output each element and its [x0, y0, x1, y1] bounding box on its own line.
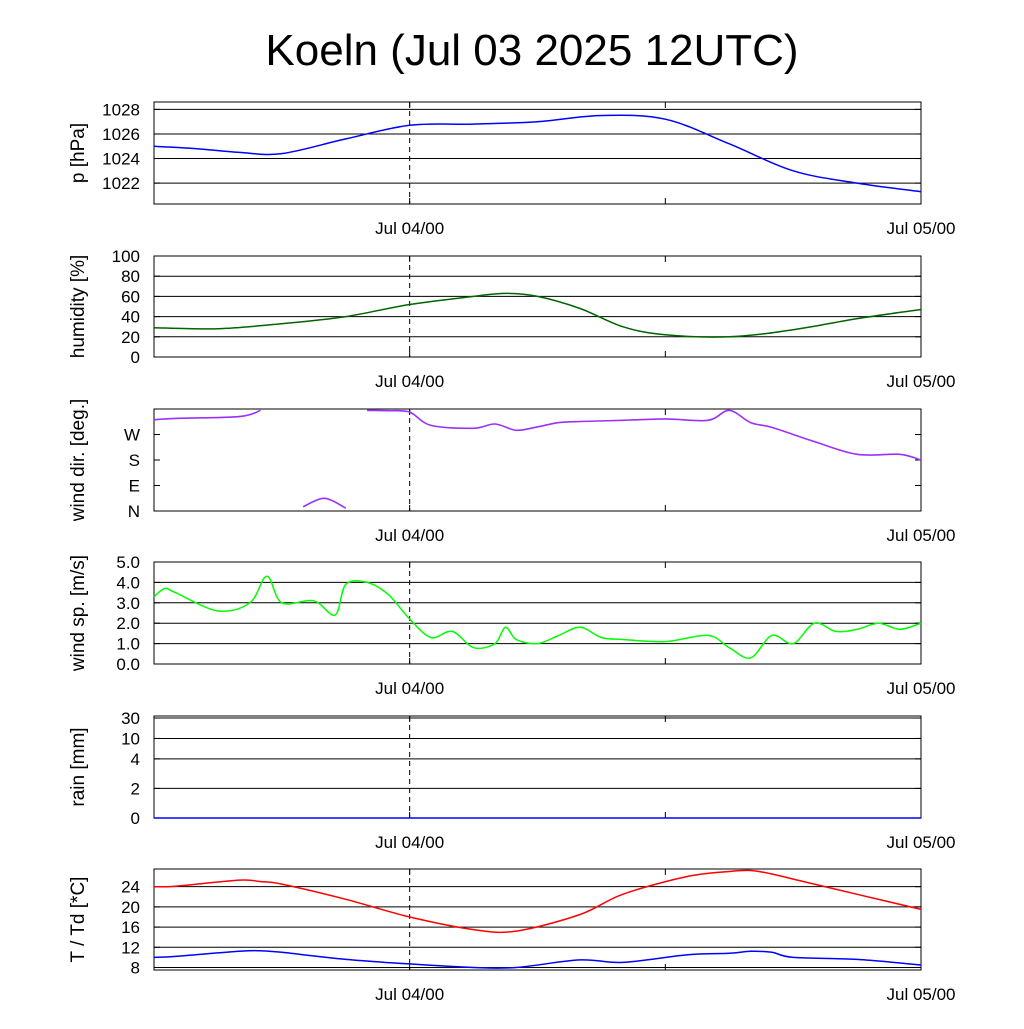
panel-4-xtick-label: Jul 04/00: [375, 833, 444, 852]
panel-3-xtick-label: Jul 05/00: [887, 679, 956, 698]
panel-1-ytick-label: 20: [121, 328, 140, 347]
panel-0-series-0-line: [153, 114, 922, 193]
panel-5-series-0-line: [153, 869, 922, 934]
panel-5-ytick-label: 12: [121, 938, 140, 957]
panel-2-ylabel: wind dir. [deg.]: [68, 399, 89, 523]
panel-2-ytick-label: E: [129, 477, 140, 496]
panel-5-xtick-label: Jul 04/00: [375, 985, 444, 1004]
panel-0-ytick-label: 1024: [102, 150, 140, 169]
panel-5-series-1-line: [153, 949, 922, 969]
panel-4-xtick-label: Jul 05/00: [887, 833, 956, 852]
panel-4-ytick-label: 30: [121, 709, 140, 728]
chart-title: Koeln (Jul 03 2025 12UTC): [265, 26, 799, 75]
panel-0-ytick-label: 1028: [102, 100, 140, 119]
panel-0-ytick-label: 1022: [102, 174, 140, 193]
panel-0-xtick-label: Jul 05/00: [887, 219, 956, 238]
panel-3-ytick-label: 1.0: [116, 635, 140, 654]
panel-3-ytick-label: 4.0: [116, 573, 140, 592]
panel-5-ytick-label: 16: [121, 918, 140, 937]
panel-1-xtick-label: Jul 05/00: [887, 372, 956, 391]
panel-4-ytick-label: 2: [131, 779, 140, 798]
panel-1-frame: [153, 255, 922, 358]
panel-4-ylabel: rain [mm]: [68, 727, 89, 806]
panel-5-ytick-label: 20: [121, 898, 140, 917]
panel-5-ytick-label: 8: [131, 958, 140, 977]
panel-4-ytick-label: 4: [131, 750, 140, 769]
panel-1-ytick-label: 100: [112, 247, 140, 266]
panel-0-frame: [153, 101, 922, 205]
panel-0-ytick-label: 1026: [102, 125, 140, 144]
panel-3-ytick-label: 2.0: [116, 614, 140, 633]
panel-5-xtick-label: Jul 05/00: [887, 985, 956, 1004]
panel-0-ylabel: p [hPa]: [68, 123, 89, 183]
panel-5-frame: [153, 868, 922, 971]
panel-3-ytick-label: 5.0: [116, 553, 140, 572]
panel-2-xtick-label: Jul 04/00: [375, 526, 444, 545]
panel-3-series-0-line: [153, 575, 922, 659]
panel-1-ytick-label: 60: [121, 287, 140, 306]
panel-2-frame: [153, 408, 922, 512]
panel-0-xtick-label: Jul 04/00: [375, 219, 444, 238]
panel-1-series-0-line: [153, 292, 922, 338]
panel-1-ylabel: humidity [%]: [68, 255, 89, 358]
panel-5-ylabel: T / Td [*C]: [68, 877, 89, 963]
panel-3-ytick-label: 0.0: [116, 655, 140, 674]
panel-4-frame: [153, 715, 922, 819]
panel-1-ytick-label: 80: [121, 267, 140, 286]
panel-3-ylabel: wind sp. [m/s]: [68, 555, 89, 672]
panel-2-ytick-label: N: [128, 502, 140, 521]
panel-2-ytick-label: W: [124, 426, 140, 445]
panel-3-ytick-label: 3.0: [116, 594, 140, 613]
panel-1-ytick-label: 0: [131, 348, 140, 367]
panel-3-xtick-label: Jul 04/00: [375, 679, 444, 698]
panel-2-ytick-label: S: [129, 451, 140, 470]
panel-1-xtick-label: Jul 04/00: [375, 372, 444, 391]
panel-2-series-0-segment-0: [153, 409, 261, 421]
panel-2-series-0-segment-1: [302, 497, 347, 509]
panel-1-ytick-label: 40: [121, 308, 140, 327]
panel-4-ytick-label: 0: [131, 809, 140, 828]
panel-5-ytick-label: 24: [121, 878, 140, 897]
panel-2-xtick-label: Jul 05/00: [887, 526, 956, 545]
panel-2-series-0-segment-2: [367, 409, 922, 461]
panel-4-ytick-label: 10: [121, 729, 140, 748]
